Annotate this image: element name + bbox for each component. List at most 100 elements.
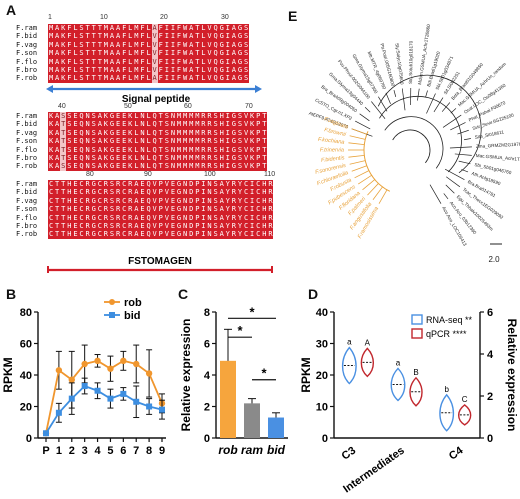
residue: W (182, 49, 189, 58)
residue: P (157, 205, 164, 214)
residue: K (60, 49, 67, 58)
residue: P (194, 180, 201, 189)
species-name: F.ram (16, 112, 38, 120)
residue: G (218, 40, 225, 50)
residue: A (218, 205, 225, 214)
residue: W (182, 40, 189, 50)
residue: H (218, 153, 225, 163)
residue: T (90, 40, 97, 50)
residue: Q (212, 74, 219, 83)
residue: S (243, 32, 250, 41)
residue: S (163, 128, 170, 138)
residue: S (236, 153, 243, 163)
tree-branch (450, 108, 457, 114)
residue: V (243, 162, 250, 171)
residue: T (60, 230, 67, 239)
x-tick-label: bid (267, 443, 286, 457)
residue: I (200, 180, 207, 189)
residue: F (121, 40, 128, 50)
residue: S (108, 188, 116, 197)
tree-branch (371, 101, 386, 119)
residue: A (230, 40, 237, 50)
data-point-rob (145, 370, 153, 377)
residue: G (236, 57, 243, 66)
residue: H (261, 196, 268, 206)
residue: L (200, 65, 207, 75)
legend-label: bid (124, 310, 141, 322)
tree-taxon-label: Stu.Sotub10g018170 (408, 40, 414, 84)
residue: S (212, 153, 219, 163)
residue: K (102, 112, 109, 121)
residue: A (188, 40, 195, 50)
residue: L (145, 162, 152, 171)
residue: T (261, 128, 268, 138)
residue: K (127, 145, 134, 154)
residue: N (169, 137, 176, 146)
residue: E (139, 221, 146, 231)
signal-arrow-right (255, 85, 262, 93)
residue: L (200, 57, 207, 66)
residue: M (133, 32, 140, 41)
y-tick-label: 80 (20, 307, 32, 319)
residue: V (163, 196, 170, 206)
residue: E (115, 120, 122, 129)
residue: L (127, 24, 134, 33)
residue: N (139, 145, 146, 154)
residue: M (175, 145, 183, 154)
residue: I (224, 32, 231, 41)
residue: V (151, 65, 158, 75)
x-tick-label: C3 (340, 445, 358, 463)
significance-star: * (261, 366, 267, 381)
residue: G (90, 180, 97, 189)
residue: E (121, 153, 128, 163)
residue: H (66, 205, 73, 214)
y-tick-label: 0 (26, 433, 32, 445)
ruler-tick: 50 (124, 103, 132, 110)
residue: A (115, 65, 122, 75)
group-letter: B (413, 368, 418, 377)
residue: C (243, 196, 250, 206)
species-name: F.flo (16, 57, 38, 66)
tree-branch (442, 114, 462, 128)
residue: F (139, 40, 146, 50)
residue: I (169, 74, 176, 83)
residue: E (72, 221, 79, 231)
species-name: F.bro (16, 65, 38, 74)
residue: P (255, 120, 262, 129)
y-tick-label: 60 (20, 339, 32, 351)
residue: R (200, 120, 207, 129)
residue: A (54, 162, 61, 171)
data-point-bid (94, 387, 101, 394)
residue: M (48, 24, 55, 33)
residue: M (175, 137, 183, 146)
residue: L (200, 74, 207, 83)
residue: T (261, 112, 268, 121)
ruler-tick: 110 (264, 171, 276, 178)
residue: T (194, 65, 201, 75)
residue: Q (212, 32, 219, 41)
residue: I (169, 24, 176, 33)
residue: T (84, 74, 91, 83)
residue: N (182, 213, 189, 222)
residue: N (182, 196, 189, 206)
residue: A (54, 145, 61, 154)
residue: R (206, 145, 213, 154)
residue: A (54, 128, 61, 138)
residue: S (163, 153, 170, 163)
residue: V (151, 188, 158, 197)
tree-branch-arc-orange (363, 131, 391, 192)
residue: A (54, 137, 61, 146)
residue: R (84, 205, 91, 214)
y-tick-label: 20 (20, 402, 32, 414)
residue: A (188, 74, 195, 83)
residue: R (102, 213, 109, 222)
residue: F (175, 24, 183, 33)
panel-a-letter: A (6, 2, 17, 18)
residue: F (121, 32, 128, 41)
residue: C (48, 188, 55, 197)
residue: R (230, 196, 237, 206)
residue: P (194, 213, 201, 222)
